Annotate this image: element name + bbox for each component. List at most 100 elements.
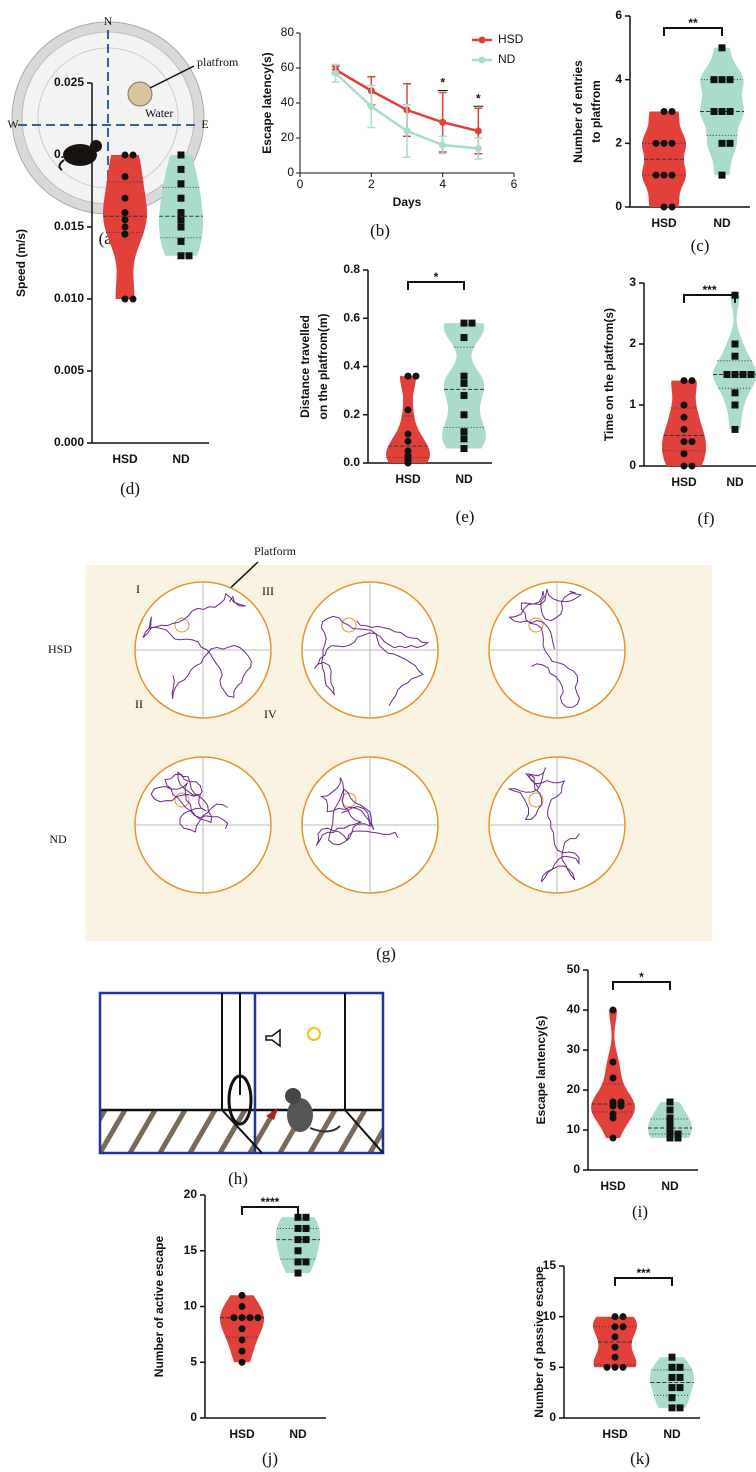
x-tick-label: HSD bbox=[651, 216, 677, 230]
point bbox=[669, 140, 676, 147]
point bbox=[719, 76, 726, 83]
point bbox=[681, 414, 688, 421]
y-tick-label: 2 bbox=[615, 136, 622, 150]
significance: *** bbox=[702, 283, 716, 297]
x-tick-label: HSD bbox=[671, 475, 697, 489]
y-tick-label: 6 bbox=[615, 8, 622, 22]
point bbox=[669, 1354, 676, 1361]
shuttle-box: (h) bbox=[80, 993, 395, 1188]
x-axis-label: Days bbox=[393, 195, 422, 209]
y-tick-label: 5 bbox=[190, 1354, 197, 1368]
y-tick-label: 0.000 bbox=[54, 435, 84, 449]
point bbox=[332, 70, 339, 77]
compass: W bbox=[7, 117, 19, 131]
point bbox=[689, 463, 696, 470]
legend-swatch bbox=[479, 37, 486, 44]
point bbox=[732, 341, 739, 348]
point bbox=[461, 320, 468, 327]
floor bbox=[80, 1110, 395, 1153]
point bbox=[610, 1075, 617, 1082]
y-tick-label: 0 bbox=[190, 1410, 197, 1424]
significance: * bbox=[434, 270, 439, 284]
x-tick-label: HSD bbox=[600, 1179, 626, 1193]
point bbox=[612, 1364, 619, 1371]
y-tick-label: 0 bbox=[549, 1410, 556, 1424]
point bbox=[178, 209, 185, 216]
platform bbox=[128, 82, 152, 106]
caption: (k) bbox=[630, 1449, 650, 1468]
point bbox=[681, 438, 688, 445]
quadrant: IV bbox=[264, 707, 277, 721]
point bbox=[719, 172, 726, 179]
y-tick-label: 0 bbox=[629, 458, 636, 472]
point bbox=[661, 140, 668, 147]
point bbox=[295, 1270, 302, 1277]
point bbox=[669, 1394, 676, 1401]
y-tick-label: 50 bbox=[567, 962, 581, 976]
point bbox=[675, 1135, 682, 1142]
point bbox=[610, 1115, 617, 1122]
y-axis-label: Escape latency(s) bbox=[260, 52, 274, 153]
y-tick-label: 0.4 bbox=[343, 359, 360, 373]
point bbox=[178, 166, 185, 173]
caption: (d) bbox=[120, 479, 140, 498]
point bbox=[719, 44, 726, 51]
significance: **** bbox=[261, 1195, 280, 1209]
y-tick-label: 30 bbox=[567, 1042, 581, 1056]
point bbox=[239, 1314, 246, 1321]
point bbox=[178, 152, 185, 159]
point bbox=[667, 1107, 674, 1114]
point bbox=[677, 1384, 684, 1391]
significance: *** bbox=[636, 1266, 650, 1280]
y-axis-label: Distance travelled bbox=[298, 315, 312, 418]
point bbox=[122, 216, 129, 223]
point bbox=[669, 1404, 676, 1411]
point bbox=[620, 1323, 627, 1330]
caption: (b) bbox=[370, 221, 390, 240]
y-tick-label: 0.0 bbox=[343, 455, 360, 469]
point bbox=[295, 1236, 302, 1243]
y-tick-label: 3 bbox=[629, 275, 636, 289]
point bbox=[661, 204, 668, 211]
point bbox=[295, 1258, 302, 1265]
point bbox=[681, 450, 688, 457]
point bbox=[727, 108, 734, 115]
point bbox=[247, 1314, 254, 1321]
point bbox=[130, 152, 137, 159]
point bbox=[669, 204, 676, 211]
point bbox=[303, 1236, 310, 1243]
x-tick-label: HSD bbox=[395, 472, 421, 486]
point bbox=[610, 1135, 617, 1142]
x-tick-label: 4 bbox=[439, 177, 446, 191]
point bbox=[461, 428, 468, 435]
y-tick-label: 20 bbox=[184, 1187, 198, 1201]
point bbox=[677, 1374, 684, 1381]
significance: ** bbox=[688, 16, 698, 30]
point bbox=[689, 438, 696, 445]
caption: (f) bbox=[698, 509, 715, 528]
y-axis-label: to platfrom bbox=[589, 80, 603, 143]
speaker bbox=[266, 1030, 280, 1046]
point bbox=[610, 1007, 617, 1014]
point bbox=[669, 1374, 676, 1381]
point bbox=[724, 371, 731, 378]
point bbox=[439, 119, 446, 126]
point bbox=[405, 438, 412, 445]
point bbox=[618, 1103, 625, 1110]
quadrant: I bbox=[136, 582, 140, 596]
point bbox=[469, 320, 476, 327]
point bbox=[255, 1314, 262, 1321]
point bbox=[604, 1364, 611, 1371]
point bbox=[130, 296, 137, 303]
figure: N S W E platfrom Water (a) HSD ND Platfo… bbox=[0, 0, 756, 1472]
y-tick-label: 10 bbox=[184, 1299, 198, 1313]
point bbox=[178, 180, 185, 187]
y-tick-label: 60 bbox=[281, 60, 295, 74]
compass: N bbox=[104, 14, 113, 28]
annotation: * bbox=[440, 76, 445, 90]
point bbox=[178, 252, 185, 259]
point bbox=[711, 108, 718, 115]
point bbox=[661, 172, 668, 179]
significance: * bbox=[639, 970, 644, 984]
point bbox=[667, 1099, 674, 1106]
